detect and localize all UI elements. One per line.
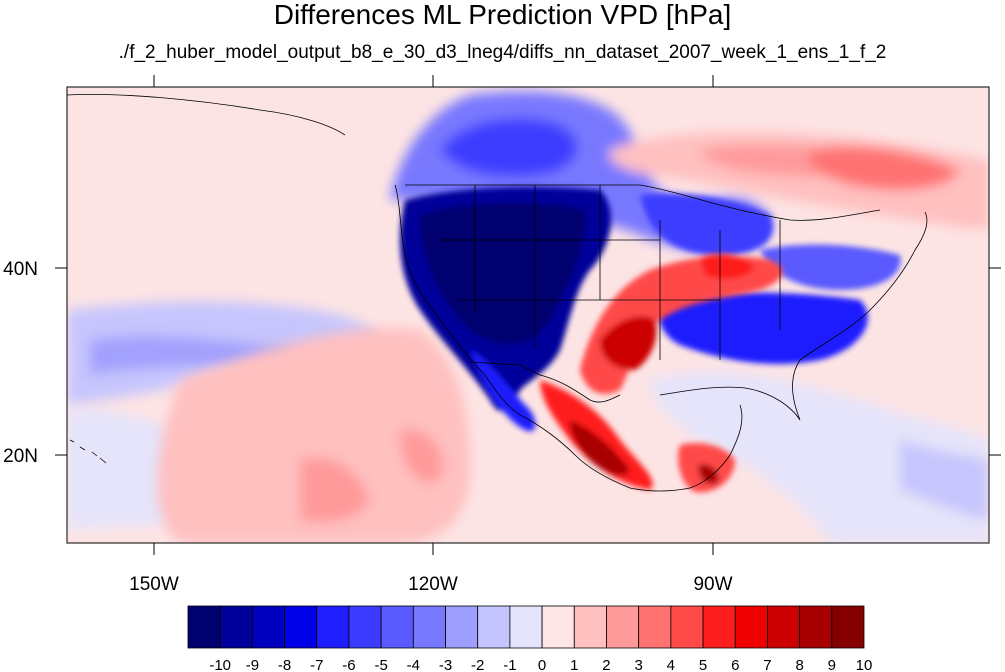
colorbar-swatch: [509, 605, 543, 649]
colorbar-label: -7: [310, 657, 323, 672]
colorbar-swatch: [380, 605, 414, 649]
colorbar-label: -9: [246, 657, 259, 672]
colorbar-swatch: [445, 605, 479, 649]
mexico-red: [540, 380, 653, 490]
colorbar-label: 7: [763, 657, 771, 672]
colorbar-label: -3: [439, 657, 452, 672]
colorbar-swatch: [316, 605, 350, 649]
pacific-red-patch: [300, 457, 370, 522]
colorbar-label: 2: [602, 657, 610, 672]
coastlines: [67, 93, 928, 492]
lon-label-120w: 120W: [408, 574, 458, 595]
colorbar-label: 10: [856, 657, 873, 672]
colorbar-label: -5: [374, 657, 387, 672]
pacific-pink-patch: [157, 328, 470, 543]
colorbar-swatch: [412, 605, 446, 649]
colorbar-swatch: [573, 605, 607, 649]
ohio-red: [700, 254, 755, 280]
colorbar-label: 1: [570, 657, 578, 672]
colorbar-swatch: [477, 605, 511, 649]
lat-label-40n: 40N: [3, 259, 38, 280]
colorbar-label: -4: [407, 657, 420, 672]
alaska-coast: [67, 93, 346, 136]
southeast-blue: [658, 292, 868, 365]
colorbar-swatch: [541, 605, 575, 649]
colorbar-label: 3: [634, 657, 642, 672]
lat-label-20n: 20N: [3, 446, 38, 467]
colorbar-label: -2: [471, 657, 484, 672]
north-america-coastline: [394, 184, 928, 492]
colorbar-label: -8: [278, 657, 291, 672]
colorbar-label: 6: [731, 657, 739, 672]
lon-label-150w: 150W: [129, 574, 179, 595]
gulf-blue: [650, 371, 989, 543]
baja-blue: [470, 350, 536, 432]
colorbar-label: -10: [209, 657, 231, 672]
colorbar-swatch: [831, 605, 865, 649]
colorbar-swatch: [767, 605, 801, 649]
canada-deep-blue: [440, 118, 578, 177]
us-mexico-border: [469, 361, 621, 403]
pacific-red-patch-2: [400, 429, 443, 483]
colorbar-swatch: [284, 605, 318, 649]
colorbar-label: 0: [538, 657, 546, 672]
colorbar-swatch: [734, 605, 768, 649]
colorbar-swatch: [799, 605, 833, 649]
axis-ticks: [55, 75, 1001, 555]
map-subtitle: ./f_2_huber_model_output_b8_e_30_d3_lneg…: [118, 42, 887, 63]
colorbar-label: 9: [828, 657, 836, 672]
colorbar-label: -1: [503, 657, 516, 672]
texas-red: [600, 316, 657, 370]
central-america-dark-red: [698, 464, 719, 485]
midwest-blue: [760, 244, 901, 290]
colorbar-label: 8: [795, 657, 803, 672]
colorbar: -10 -9 -8 -7 -6 -5 -4 -3 -2 -1 0 1 2 3 4 5 6 7 8 9 10: [187, 605, 873, 672]
colorbar-swatch: [702, 605, 736, 649]
colorbar-swatch: [606, 605, 640, 649]
mexico-dark-red: [570, 420, 630, 476]
great-lakes-blue: [640, 193, 773, 255]
hudson-red: [809, 146, 960, 190]
colorbar-swatch: [670, 605, 704, 649]
map-field: [67, 87, 989, 543]
colorbar-swatch: [251, 605, 285, 649]
colorbar-swatch: [187, 605, 221, 649]
colorbar-label: 5: [699, 657, 707, 672]
map-title: Differences ML Prediction VPD [hPa]: [273, 0, 732, 30]
us-canada-border: [405, 184, 881, 221]
lon-label-90w: 90W: [693, 574, 732, 595]
colorbar-swatch: [219, 605, 253, 649]
west-us-deepest: [420, 203, 586, 344]
colorbar-label: 4: [667, 657, 675, 672]
colorbar-label: -6: [342, 657, 355, 672]
atlantic-blue: [900, 440, 989, 520]
map-frame: [66, 86, 990, 544]
colorbar-swatch: [348, 605, 382, 649]
hawaii-islands: [69, 439, 107, 464]
colorbar-swatch: [638, 605, 672, 649]
